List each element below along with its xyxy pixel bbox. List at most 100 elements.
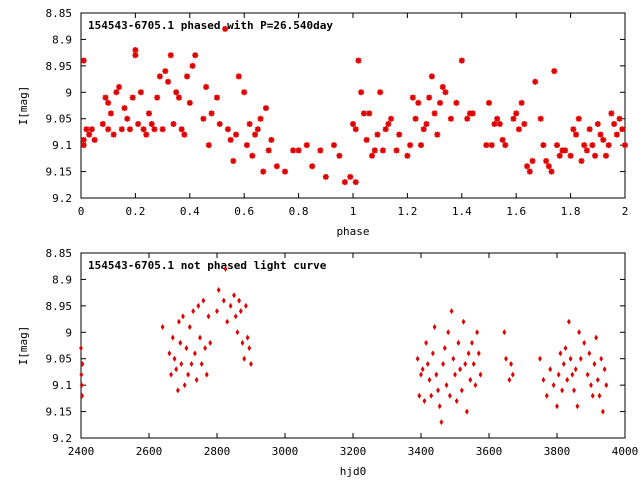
top-data-point bbox=[358, 89, 365, 96]
top-data-point bbox=[175, 94, 182, 101]
top-data-point bbox=[165, 78, 172, 85]
top-data-point bbox=[415, 99, 422, 106]
top-data-point bbox=[214, 94, 220, 101]
top-data-point bbox=[140, 126, 147, 133]
top-data-point bbox=[545, 163, 552, 170]
bottom-data-point bbox=[453, 371, 457, 378]
top-data-point bbox=[377, 89, 384, 96]
bottom-data-point bbox=[468, 376, 473, 383]
top-data-point bbox=[404, 152, 411, 159]
bottom-data-point bbox=[430, 350, 435, 357]
top-data-point bbox=[83, 126, 90, 133]
top-data-point bbox=[426, 94, 433, 101]
bottom-data-point bbox=[458, 366, 463, 373]
top-data-point bbox=[608, 110, 615, 117]
top-data-point bbox=[515, 126, 522, 133]
bottom-x-tick-label: 3400 bbox=[408, 445, 435, 458]
top-data-point bbox=[385, 121, 392, 127]
bottom-data-point bbox=[602, 366, 607, 373]
top-data-series bbox=[80, 25, 628, 186]
top-data-point bbox=[88, 126, 95, 133]
bottom-data-point bbox=[541, 376, 546, 383]
top-data-point bbox=[99, 121, 106, 127]
top-data-point bbox=[336, 152, 343, 159]
bottom-data-point bbox=[575, 403, 580, 410]
top-x-tick-label: 0.4 bbox=[180, 205, 200, 218]
top-data-point bbox=[597, 131, 604, 138]
bottom-data-point bbox=[221, 297, 226, 304]
bottom-data-point bbox=[436, 387, 440, 394]
bottom-data-point bbox=[538, 355, 542, 362]
top-y-tick-label: 8.95 bbox=[46, 60, 73, 73]
top-data-point bbox=[499, 136, 506, 143]
bottom-data-point bbox=[232, 292, 236, 299]
bottom-data-point bbox=[79, 382, 84, 389]
top-data-point bbox=[132, 47, 139, 53]
top-data-point bbox=[350, 121, 356, 127]
top-data-point bbox=[496, 121, 503, 127]
bottom-y-tick-label: 8.9 bbox=[52, 273, 72, 286]
bottom-data-point bbox=[238, 308, 243, 315]
top-y-tick-label: 9 bbox=[65, 86, 72, 99]
bottom-data-point bbox=[196, 302, 201, 309]
top-data-point bbox=[526, 168, 533, 175]
bottom-data-point bbox=[463, 361, 468, 367]
top-data-point bbox=[575, 115, 582, 122]
top-data-point bbox=[548, 168, 555, 175]
top-data-point bbox=[222, 25, 229, 32]
bottom-data-point bbox=[585, 371, 590, 378]
top-data-point bbox=[317, 147, 324, 154]
bottom-x-tick-label: 2400 bbox=[68, 445, 95, 458]
bottom-data-point bbox=[555, 403, 559, 410]
bottom-data-point bbox=[80, 392, 84, 399]
top-data-point bbox=[224, 126, 231, 133]
top-data-point bbox=[80, 142, 87, 149]
bottom-x-tick-label: 3600 bbox=[476, 445, 503, 458]
top-data-point bbox=[453, 99, 460, 106]
top-data-point bbox=[578, 158, 585, 164]
top-x-tick-label: 1.4 bbox=[452, 205, 472, 218]
bottom-data-point bbox=[228, 302, 233, 309]
top-data-point bbox=[486, 99, 492, 106]
bottom-data-point bbox=[242, 355, 247, 362]
top-data-point bbox=[295, 147, 302, 154]
top-data-point bbox=[611, 121, 618, 127]
top-panel: 0 0.2 0.4 0.6 0.8 1 1.2 1.4 1.6 1.8 2 8.85 8.9 8.95 9 9… bbox=[17, 7, 628, 238]
top-data-point bbox=[371, 147, 378, 154]
top-data-point bbox=[543, 158, 550, 164]
bottom-data-point bbox=[590, 392, 595, 399]
bottom-data-point bbox=[177, 318, 181, 325]
bottom-data-point bbox=[179, 361, 184, 367]
bottom-data-point bbox=[215, 308, 219, 315]
top-data-point bbox=[409, 94, 416, 101]
top-data-point bbox=[619, 126, 626, 133]
bottom-data-point bbox=[478, 371, 483, 378]
bottom-data-point bbox=[446, 329, 451, 336]
top-data-point bbox=[369, 152, 376, 159]
top-data-point bbox=[439, 84, 446, 90]
top-data-point bbox=[488, 142, 495, 149]
bottom-data-point bbox=[510, 371, 515, 378]
top-data-point bbox=[205, 142, 212, 149]
top-data-point bbox=[257, 115, 264, 122]
bottom-data-point bbox=[182, 382, 187, 389]
bottom-data-point bbox=[577, 329, 582, 336]
top-data-point bbox=[162, 68, 169, 75]
top-x-tick-label: 0.6 bbox=[234, 205, 254, 218]
top-data-point bbox=[352, 179, 359, 186]
top-data-point bbox=[458, 57, 465, 64]
top-data-point bbox=[407, 142, 414, 149]
top-data-point bbox=[186, 99, 193, 106]
bottom-data-point bbox=[558, 350, 563, 357]
bottom-x-tick-label: 3000 bbox=[272, 445, 299, 458]
bottom-data-point bbox=[203, 345, 208, 352]
bottom-data-point bbox=[186, 371, 191, 378]
top-data-point bbox=[388, 115, 395, 122]
bottom-data-point bbox=[178, 339, 183, 346]
top-data-point bbox=[192, 52, 199, 59]
top-y-axis-label: I[mag] bbox=[17, 86, 30, 126]
bottom-data-point bbox=[604, 382, 609, 389]
bottom-x-tick-label: 4000 bbox=[612, 445, 639, 458]
top-data-point bbox=[592, 152, 599, 159]
bottom-data-point bbox=[172, 355, 177, 362]
